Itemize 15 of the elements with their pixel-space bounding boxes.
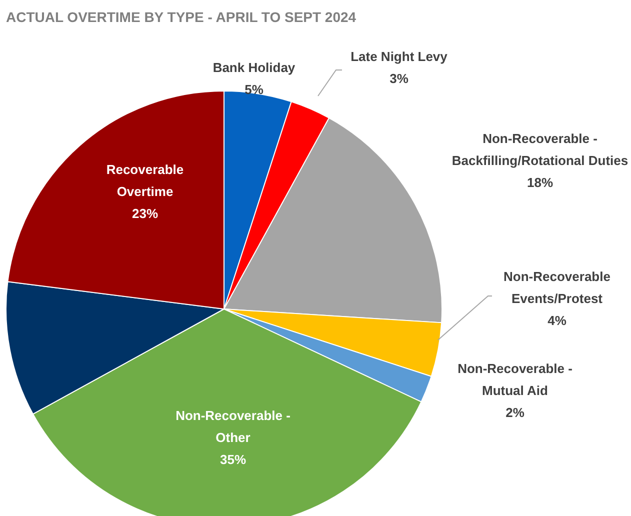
slice-label: Non-Recoverable - Other bbox=[176, 408, 290, 445]
slice-label: Non-Recoverable - Mutual Aid bbox=[458, 361, 572, 398]
slice-label: Recoverable Overtime bbox=[106, 162, 184, 199]
data-label: 23% bbox=[132, 206, 158, 221]
slice-label: Bank Holiday bbox=[212, 60, 296, 75]
data-label: 35% bbox=[220, 452, 246, 467]
slice-label: Late Night Levy bbox=[350, 49, 448, 64]
slice-label: Non-Recoverable - Backfilling/Rotational Duties bbox=[452, 131, 628, 168]
chart-title: ACTUAL OVERTIME BY TYPE - APRIL TO SEPT 2024 bbox=[6, 9, 356, 25]
data-label: 18% bbox=[526, 175, 554, 190]
slice-label: Non-Recoverable Events/Protest bbox=[504, 269, 610, 306]
data-label: 2% bbox=[506, 405, 525, 420]
data-label: 3% bbox=[390, 71, 409, 86]
data-label: 5% bbox=[244, 82, 264, 97]
data-label: 4% bbox=[548, 313, 567, 328]
